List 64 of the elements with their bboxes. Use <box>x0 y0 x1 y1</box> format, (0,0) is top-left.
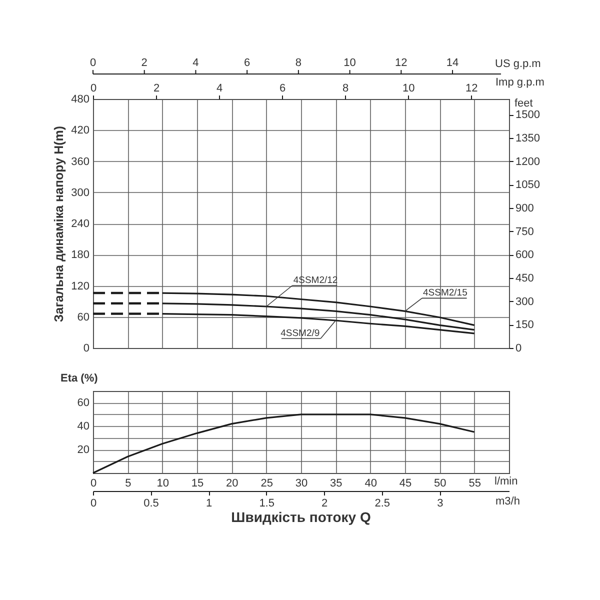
y-tick-label: 60 <box>77 397 90 410</box>
y-tick-label: 20 <box>77 444 90 456</box>
y-tick-label: 180 <box>71 249 90 262</box>
x-tick-label: 5 <box>125 478 132 490</box>
y2-axis-title: feet <box>514 98 533 110</box>
y2-tick-label: 1200 <box>516 156 540 168</box>
x2-tick-label: 2 <box>322 498 328 510</box>
y2-tick-label: 450 <box>516 272 534 284</box>
x-tick-label: 15 <box>191 478 204 490</box>
x-tick-label: 0 <box>90 478 97 490</box>
y-tick-label: 300 <box>71 186 90 199</box>
x-tick-label: 10 <box>156 478 169 490</box>
x-tick-label: 40 <box>364 478 377 490</box>
x2-tick-label: 3 <box>437 498 444 510</box>
x2-tick-label: 12 <box>466 82 478 94</box>
y2-tick-label: 900 <box>516 202 534 214</box>
y-axis-title: Eta (%) <box>60 372 98 384</box>
y2-tick-label: 300 <box>516 296 534 308</box>
x2-tick-label: 10 <box>402 82 415 94</box>
x-tick-label: 25 <box>260 478 273 490</box>
x2-tick-label: 2.5 <box>374 498 390 510</box>
x-tick-label: 30 <box>295 478 308 490</box>
y-tick-label: 420 <box>71 124 90 137</box>
y2-tick-label: 1050 <box>516 179 540 192</box>
x2-tick-label: 0 <box>90 82 97 94</box>
x-tick-label: 35 <box>330 478 342 490</box>
x2-tick-label: 4 <box>216 82 223 94</box>
y2-tick-label: 1350 <box>516 132 540 144</box>
text: 14 <box>446 57 459 69</box>
text: 8 <box>295 57 302 69</box>
x2-tick-label: 1 <box>206 498 212 510</box>
x2-tick-label: 8 <box>342 82 349 94</box>
x2-tick-label: 2 <box>153 82 160 94</box>
y2-tick-label: 1500 <box>516 109 540 122</box>
y2-tick-label: 750 <box>516 226 534 238</box>
text: 10 <box>344 57 356 69</box>
y2-tick-label: 150 <box>516 319 534 332</box>
y-tick-label: 360 <box>71 156 90 168</box>
x2-axis-title: m3/h <box>496 496 520 508</box>
y2-tick-label: 600 <box>516 249 534 262</box>
text: 6 <box>244 57 250 69</box>
y-tick-label: 120 <box>71 280 90 292</box>
x-axis-title: l/min <box>494 476 518 488</box>
y2-tick-label: 0 <box>516 342 522 354</box>
x2-tick-label: 6 <box>280 82 286 94</box>
x-tick-label: 55 <box>468 478 481 490</box>
x2-tick-label: 0 <box>90 498 97 510</box>
x2-tick-label: 0.5 <box>144 498 159 510</box>
text: US g.p.m <box>495 58 541 70</box>
y-axis-title: Загальна динаміка напору H(m) <box>52 126 66 322</box>
x-tick-label: 45 <box>399 478 412 490</box>
y-tick-label: 0 <box>83 342 90 354</box>
y-tick-label: 240 <box>71 218 90 230</box>
text: Швидкість потоку Q <box>231 509 371 525</box>
y-tick-label: 60 <box>77 311 90 324</box>
x2-axis-title: Imp g.p.m <box>496 76 544 88</box>
text: 2 <box>141 57 148 69</box>
y-tick-label: 480 <box>71 94 90 106</box>
y-tick-label: 40 <box>77 420 90 433</box>
x-tick-label: 50 <box>434 478 446 490</box>
x-tick-label: 20 <box>226 478 238 490</box>
text: 12 <box>395 57 408 69</box>
text: 4 <box>192 57 199 69</box>
x2-tick-label: 1.5 <box>259 498 274 510</box>
